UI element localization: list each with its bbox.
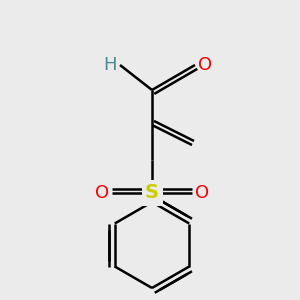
Text: O: O — [198, 56, 212, 74]
Text: S: S — [145, 184, 159, 202]
Text: O: O — [95, 184, 109, 202]
Text: H: H — [103, 56, 117, 74]
Text: O: O — [195, 184, 209, 202]
